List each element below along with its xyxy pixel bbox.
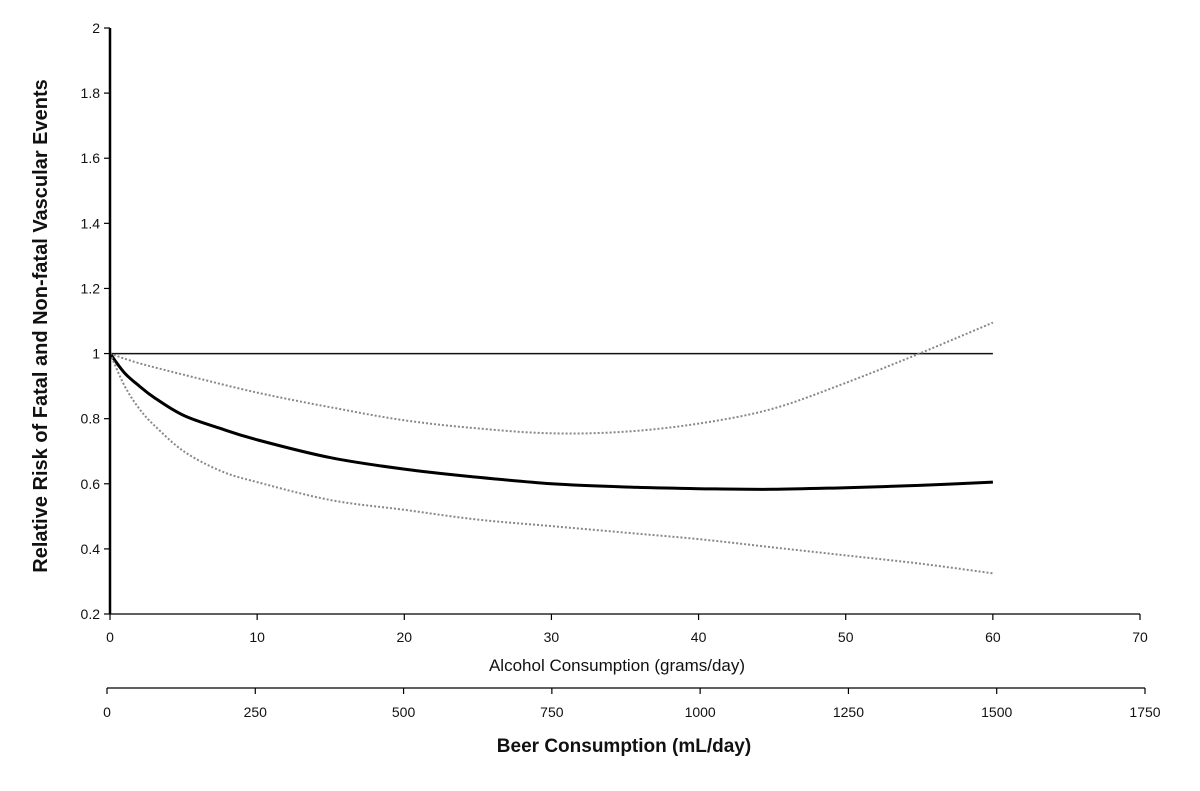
y-axis-ticks: 0.2 0.4 0.6 0.8 1 1.2 1.4 1.6 1.8 2 [81,20,110,622]
x2-axis-label: Beer Consumption (mL/day) [497,736,751,757]
y-tick-label: 1.2 [81,280,101,296]
x-tick-label: 60 [985,629,1001,645]
x-tick-label: 50 [838,629,854,645]
y-tick-label: 0.4 [81,541,101,557]
y-tick-label: 1.4 [81,215,101,231]
x-tick-label: 70 [1132,629,1148,645]
x2-tick-label: 750 [540,704,564,720]
x-tick-label: 0 [106,629,114,645]
y-tick-label: 1.8 [81,85,101,101]
series-group [108,321,994,575]
ci-line [109,353,994,575]
x-tick-label: 40 [691,629,707,645]
x-axis-label: Alcohol Consumption (grams/day) [489,656,745,675]
y-tick-label: 0.8 [81,411,101,427]
x2-tick-label: 500 [392,704,416,720]
x-tick-label: 30 [544,629,560,645]
x2-tick-label: 1750 [1129,704,1160,720]
y-tick-label: 1.6 [81,150,101,166]
x2-axis-ticks: 0 250 500 750 1000 1250 1500 1750 [103,688,1161,720]
x-tick-label: 20 [396,629,412,645]
y-tick-label: 0.6 [81,476,101,492]
x2-tick-label: 250 [244,704,268,720]
x2-tick-label: 1250 [833,704,864,720]
y-axis-label: Relative Risk of Fatal and Non-fatal Vas… [30,79,52,573]
ci-line [109,321,994,435]
x2-tick-label: 1000 [685,704,716,720]
y-tick-label: 0.2 [81,606,101,622]
x2-tick-label: 1500 [981,704,1012,720]
estimate-line [108,352,993,491]
x-tick-label: 10 [249,629,265,645]
x2-tick-label: 0 [103,704,111,720]
x-axis-ticks: 0 10 20 30 40 50 60 70 [106,614,1148,645]
y-tick-label: 1 [92,346,100,362]
y-tick-label: 2 [92,20,100,36]
